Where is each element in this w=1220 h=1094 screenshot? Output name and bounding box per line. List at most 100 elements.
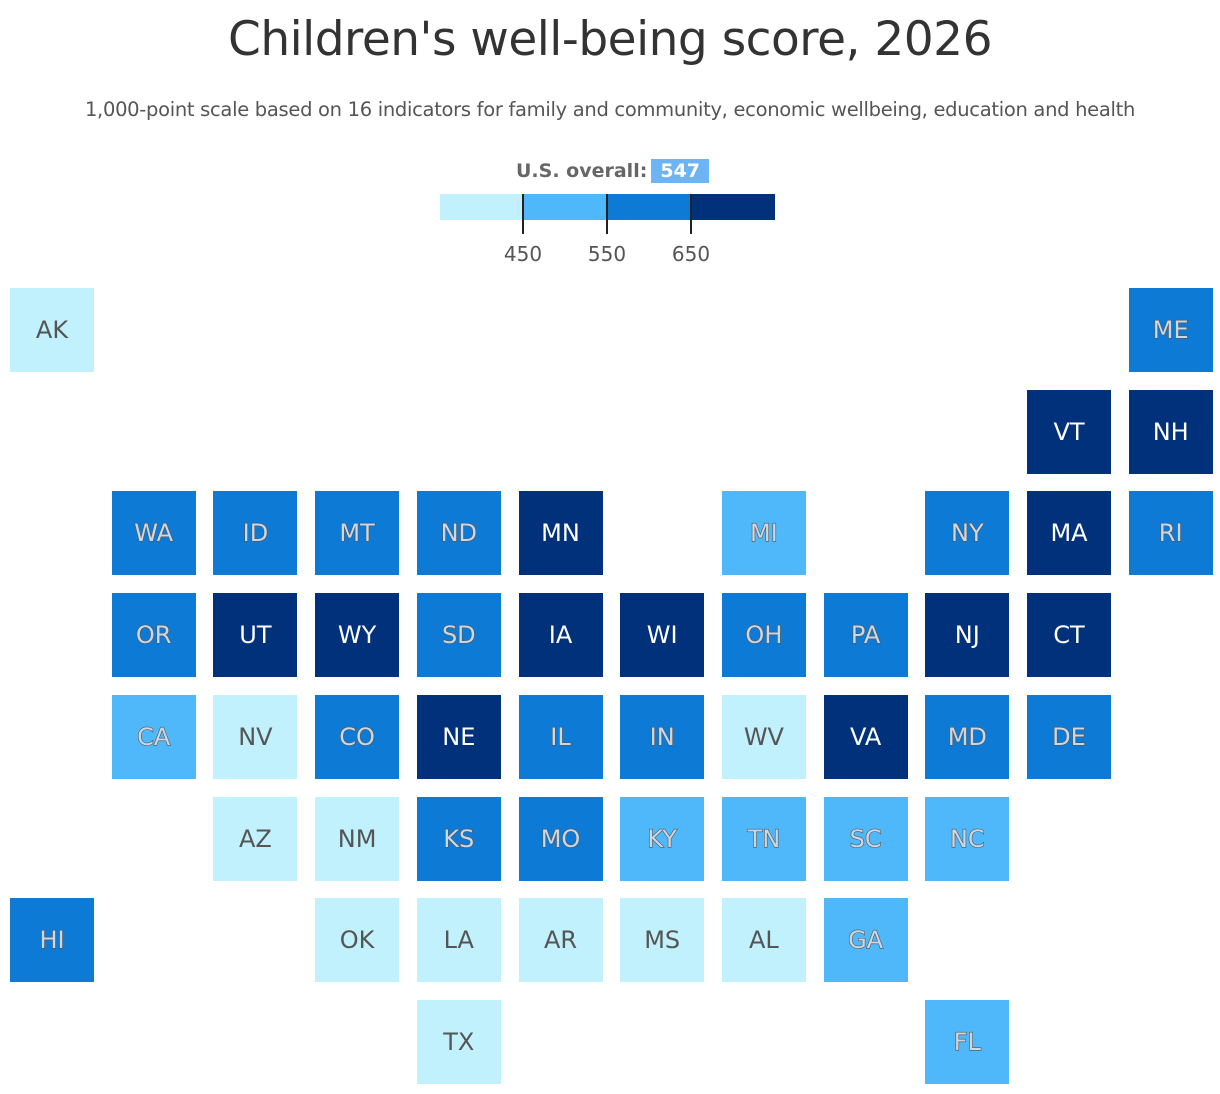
state-tile-nj[interactable]: NJ [925,593,1010,678]
state-tile-al[interactable]: AL [721,898,806,983]
state-tile-hi[interactable]: HI [10,898,94,983]
legend-swatch-2 [523,194,608,220]
state-label: CA [136,722,171,751]
state-tile-mt[interactable]: MT [315,491,400,576]
state-label: AZ [238,824,272,853]
state-tile-az[interactable]: AZ [213,796,298,881]
state-label: TX [443,1027,475,1056]
state-label: MT [339,519,376,548]
state-label: TN [747,824,781,853]
state-tile-oh[interactable]: OH [721,593,806,678]
state-label: ID [242,519,269,548]
state-label: DE [1052,722,1087,751]
state-tile-in[interactable]: IN [620,694,705,779]
state-tile-va[interactable]: VA [823,694,908,779]
state-label: CT [1053,621,1085,650]
state-tile-ri[interactable]: RI [1128,491,1213,576]
state-tile-ga[interactable]: GA [823,898,908,983]
state-tile-wv[interactable]: WV [721,694,806,779]
state-tile-tn[interactable]: TN [721,796,806,881]
state-tile-co[interactable]: CO [315,694,400,779]
legend-tick-label-450: 450 [503,242,543,266]
state-tile-wa[interactable]: WA [111,491,196,576]
state-tile-ok[interactable]: OK [315,898,400,983]
us-overall-text: U.S. overall: [516,160,648,182]
state-tile-de[interactable]: DE [1027,694,1111,779]
state-label: IN [649,722,675,751]
state-label: KY [647,824,678,853]
state-label: SC [849,824,882,853]
legend-swatch-1 [440,194,524,220]
state-tile-ak[interactable]: AK [10,288,94,372]
state-tile-ma[interactable]: MA [1027,491,1111,576]
state-label: MS [644,926,681,955]
state-label: IA [548,621,573,650]
state-label: VT [1053,417,1085,446]
state-label: ND [440,519,478,548]
state-label: WA [134,519,174,548]
state-label: UT [239,621,272,650]
state-tile-or[interactable]: OR [111,593,196,678]
chart-subtitle: 1,000-point scale based on 16 indicators… [84,98,1136,121]
state-tile-ca[interactable]: CA [111,694,196,779]
state-tile-nv[interactable]: NV [213,694,298,779]
state-tile-vt[interactable]: VT [1027,389,1111,474]
state-tile-sd[interactable]: SD [416,593,501,678]
state-tile-wy[interactable]: WY [315,593,400,678]
state-tile-nh[interactable]: NH [1128,389,1213,474]
state-tile-me[interactable]: ME [1128,288,1213,372]
state-label: MN [541,519,580,548]
state-label: NJ [954,621,980,650]
state-label: PA [850,620,881,650]
state-tile-il[interactable]: IL [518,694,603,779]
state-label: KS [443,824,475,853]
state-tile-sc[interactable]: SC [823,796,908,881]
state-label: NY [950,519,984,548]
state-label: NM [337,824,377,853]
state-label: OR [135,620,172,650]
state-tile-pa[interactable]: PA [823,593,908,678]
state-label: NE [442,722,476,751]
state-tile-tx[interactable]: TX [416,999,501,1084]
legend-swatch-3 [607,194,691,220]
state-label: MA [1050,519,1088,548]
color-legend [440,194,775,220]
state-label: AL [748,926,779,955]
legend-tick-label-550: 550 [587,242,627,266]
state-tile-ne[interactable]: NE [416,694,501,779]
state-label: FL [953,1027,981,1056]
state-tile-la[interactable]: LA [416,898,501,983]
state-label: OK [339,926,375,955]
us-overall-label: U.S. overall: 547 [516,159,709,183]
state-tile-wi[interactable]: WI [620,593,705,678]
state-tile-ks[interactable]: KS [416,796,501,881]
state-label: OH [745,620,783,650]
state-tile-nd[interactable]: ND [416,491,501,576]
state-tile-nm[interactable]: NM [315,796,400,881]
state-tile-id[interactable]: ID [213,491,298,576]
legend-tick-550 [606,194,608,234]
state-label: VA [849,722,882,751]
state-label: LA [443,926,474,955]
state-tile-md[interactable]: MD [925,694,1010,779]
state-tile-nc[interactable]: NC [925,796,1010,881]
legend-tick-650 [690,194,692,234]
state-label: AR [543,926,578,955]
state-tile-mi[interactable]: MI [721,491,806,576]
state-label: CO [339,722,376,751]
state-label: WI [646,621,678,650]
state-tile-ut[interactable]: UT [213,593,298,678]
state-label: RI [1158,519,1183,548]
state-tile-ny[interactable]: NY [925,491,1010,576]
state-tile-ia[interactable]: IA [518,593,603,678]
state-tile-ms[interactable]: MS [620,898,705,983]
state-tile-mo[interactable]: MO [518,796,603,881]
state-label: NH [1152,417,1189,446]
state-tile-ct[interactable]: CT [1027,593,1111,678]
state-tile-mn[interactable]: MN [518,491,603,576]
state-tile-ky[interactable]: KY [620,796,705,881]
state-label: IL [550,722,572,751]
state-label: WV [743,722,784,751]
state-tile-ar[interactable]: AR [518,898,603,983]
state-tile-fl[interactable]: FL [925,999,1010,1084]
